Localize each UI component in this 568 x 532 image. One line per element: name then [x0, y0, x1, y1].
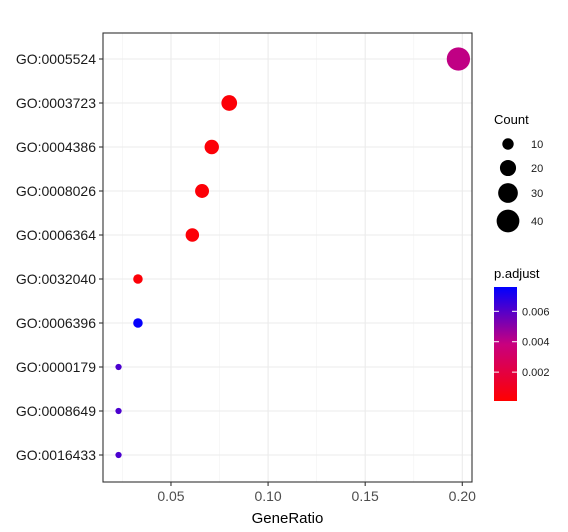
- count-legend-label: 10: [531, 139, 543, 151]
- y-tick-label: GO:0000179: [16, 359, 96, 375]
- data-point: [133, 318, 143, 328]
- panel-background: [103, 33, 472, 482]
- p-adjust-legend-title: p.adjust: [494, 266, 540, 281]
- data-point: [115, 407, 122, 415]
- x-tick-label: 0.05: [157, 488, 184, 504]
- color-legend-label: 0.006: [522, 306, 550, 318]
- data-point: [185, 228, 200, 242]
- y-tick-label: GO:0008026: [16, 183, 96, 199]
- x-axis-title: GeneRatio: [252, 510, 324, 527]
- data-point: [115, 451, 122, 459]
- data-point: [133, 274, 143, 284]
- grid: [103, 33, 472, 482]
- count-legend-label: 20: [531, 163, 543, 175]
- data-point: [446, 47, 471, 71]
- color-bar: [494, 287, 517, 401]
- panel-border: [102, 32, 473, 483]
- y-tick-label: GO:0003723: [16, 95, 96, 111]
- y-axis: GO:0005524 GO:0003723 GO:0004386 GO:0008026…: [16, 51, 103, 463]
- data-point: [195, 184, 210, 198]
- count-legend-key: [502, 138, 514, 150]
- color-legend-label: 0.004: [522, 337, 550, 349]
- y-tick-label: GO:0032040: [16, 271, 96, 287]
- count-legend-title: Count: [494, 112, 529, 127]
- count-legend: Count 10 20 30 40: [494, 112, 543, 233]
- y-tick-label: GO:0004386: [16, 139, 96, 155]
- data-point: [115, 363, 122, 371]
- data-point: [221, 95, 238, 111]
- data-points: [115, 47, 471, 459]
- x-tick-label: 0.10: [254, 488, 281, 504]
- color-legend-label: 0.002: [522, 367, 550, 379]
- y-tick-label: GO:0006396: [16, 315, 96, 331]
- y-tick-label: GO:0008649: [16, 403, 96, 419]
- data-point: [204, 139, 219, 155]
- p-adjust-legend: p.adjust 0.002 0.004 0.006: [494, 266, 550, 401]
- count-legend-key: [498, 183, 518, 203]
- x-axis: 0.05 0.10 0.15 0.20: [157, 482, 476, 504]
- x-tick-label: 0.20: [449, 488, 476, 504]
- count-legend-key: [496, 209, 520, 233]
- count-legend-key: [499, 159, 517, 177]
- y-tick-label: GO:0016433: [16, 447, 96, 463]
- y-tick-label: GO:0005524: [16, 51, 96, 67]
- x-tick-label: 0.15: [352, 488, 379, 504]
- count-legend-label: 40: [531, 216, 543, 228]
- y-tick-label: GO:0006364: [16, 227, 96, 243]
- count-legend-label: 30: [531, 188, 543, 200]
